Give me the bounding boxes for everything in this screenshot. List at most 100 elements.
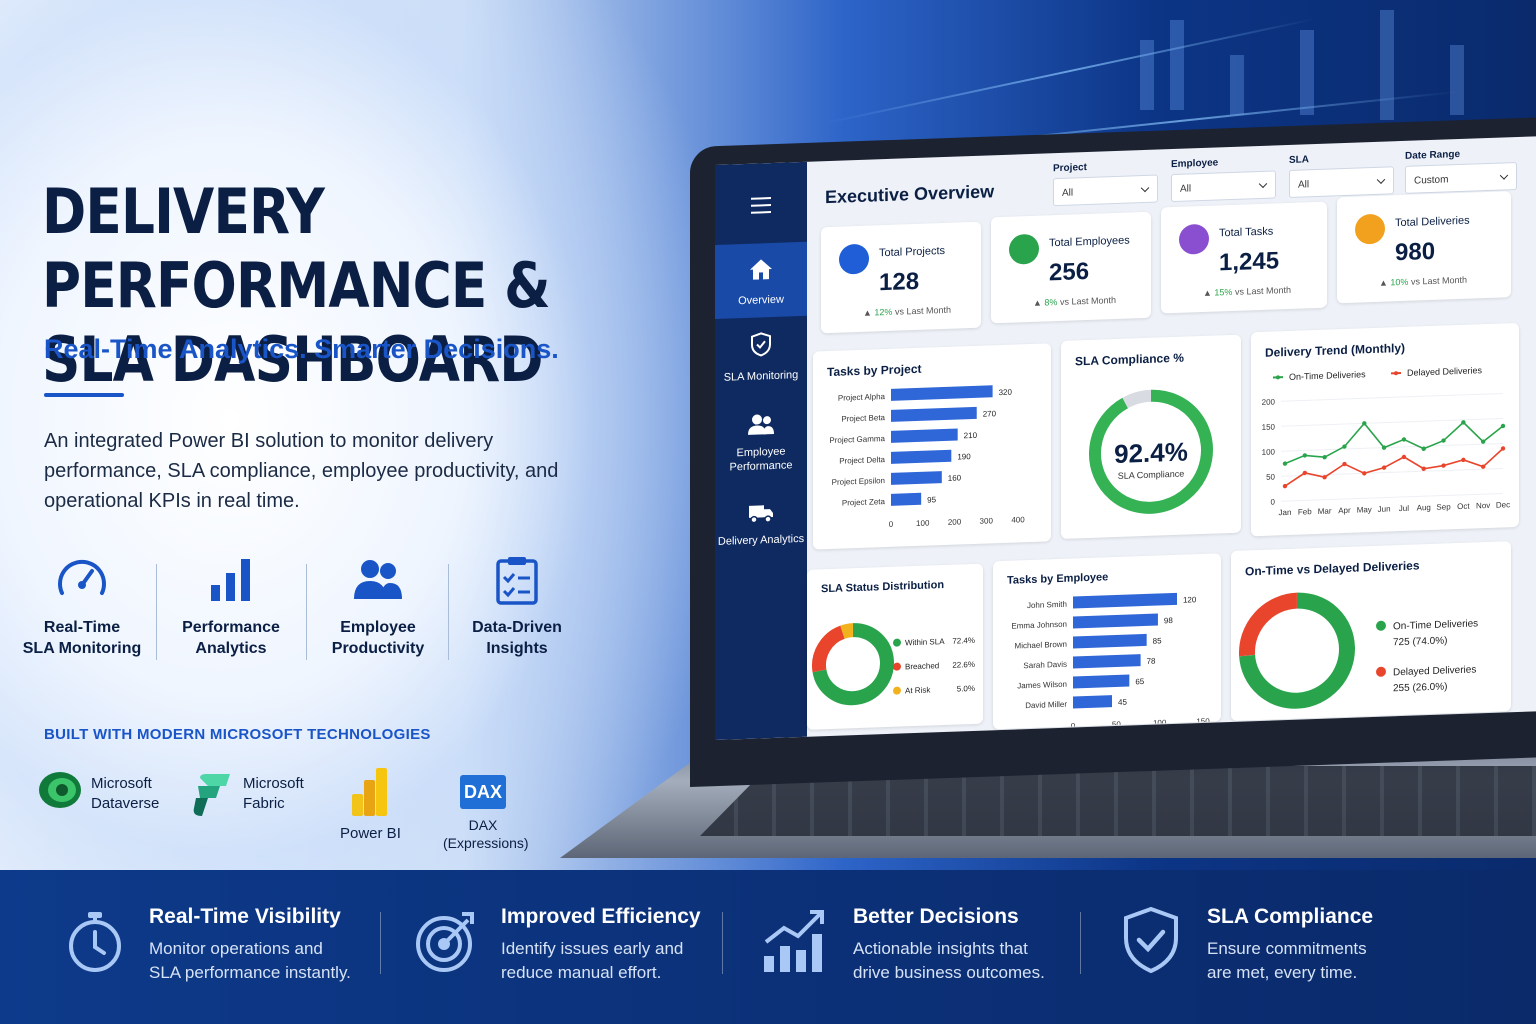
filter-select[interactable]: Custom (1405, 161, 1517, 194)
series-point (1441, 463, 1446, 468)
kpi-delta-text: vs Last Month (1059, 294, 1116, 307)
series-point (1441, 438, 1446, 443)
kpi-delta-text: vs Last Month (894, 304, 951, 317)
tagline: Real-Time Analytics. Smarter Decisions. (44, 334, 559, 364)
legend-label: On-Time Deliveries (1289, 369, 1366, 382)
x-tick-label: Mar (1318, 506, 1332, 515)
decor-bar (1300, 30, 1314, 115)
ontime-delayed-donut: On-Time Deliveries 725 (74.0%) Delayed Del… (1239, 592, 1478, 709)
benefit-desc: drive business outcomes. (853, 963, 1045, 982)
kpi-delta-pct: 12% (874, 306, 893, 318)
x-tick-label: Oct (1457, 502, 1470, 511)
kpi-icon (1355, 213, 1385, 245)
bar-value-label: 320 (999, 388, 1013, 397)
nav-overview[interactable]: Overview (715, 241, 807, 319)
decor-bar (1380, 10, 1394, 120)
series-point (1500, 423, 1506, 429)
feature-sla-monitoring: Real-Time SLA Monitoring (12, 555, 152, 659)
kpi-delta: ▲ 12% vs Last Month (863, 304, 951, 318)
dashboard-main: Executive Overview Project All Employee … (807, 136, 1536, 737)
nav-employee-performance[interactable]: Employee Performance (715, 412, 807, 481)
y-tick-label: 200 (1262, 397, 1276, 406)
bar-category-label: Project Beta (841, 413, 885, 424)
bar-value-label: 45 (1118, 698, 1127, 707)
legend-label: Delayed Deliveries (1393, 664, 1476, 678)
legend-detail: 255 (26.0%) (1393, 681, 1447, 694)
filter-date-range[interactable]: Date Range Custom (1405, 147, 1517, 194)
gridline (1281, 417, 1503, 427)
series-point (1381, 445, 1387, 450)
kpi-delta-pct: 15% (1214, 286, 1233, 298)
fabric-logo (190, 772, 234, 823)
dashboard-title: Executive Overview (825, 181, 995, 208)
hamburger-menu-icon[interactable] (751, 197, 771, 219)
separator (306, 564, 307, 660)
series-point (1421, 446, 1426, 451)
bar (1073, 674, 1130, 689)
title-line-2: SLA DASHBOARD (42, 323, 544, 396)
series-point (1282, 483, 1288, 489)
separator (156, 564, 157, 660)
kpi-value: 980 (1395, 237, 1436, 267)
x-tick-label: Sep (1436, 502, 1451, 512)
bar-value-label: 95 (927, 495, 936, 504)
filter-employee[interactable]: Employee All (1171, 155, 1276, 203)
bar (1073, 592, 1177, 609)
benefit-desc: Monitor operations and (149, 939, 323, 958)
x-tick-label: May (1357, 505, 1372, 515)
nav-delivery-analytics[interactable]: Delivery Analytics (715, 500, 807, 569)
series-point (1461, 457, 1466, 463)
series-point (1480, 439, 1486, 444)
filter-select[interactable]: All (1171, 170, 1276, 203)
kpi-delta-text: vs Last Month (1410, 274, 1467, 287)
feature-label-3b: Productivity (331, 640, 425, 657)
bar (891, 449, 952, 464)
dax-badge: DAX (460, 775, 506, 809)
series-point (1322, 455, 1327, 460)
benefit-desc: Ensure commitments (1207, 939, 1367, 958)
kpi-total-tasks: Total Tasks 1,245 ▲ 15% vs Last Month (1161, 201, 1327, 314)
y-tick-label: 0 (1271, 497, 1276, 506)
dashboard-sidebar: Overview SLA Monitoring Employee Perform… (715, 161, 807, 740)
kpi-delta: ▲ 15% vs Last Month (1203, 284, 1291, 298)
y-tick-label: 150 (1262, 422, 1276, 431)
x-tick-label: Dec (1496, 500, 1510, 509)
speedometer-icon (58, 559, 106, 595)
tasks-by-project-chart: Project Alpha 320 Project Beta 270 Project G… (829, 385, 1025, 529)
y-tick-label: 100 (1262, 447, 1276, 456)
series-point (1282, 461, 1288, 466)
tech-label: Microsoft (91, 775, 152, 792)
legend-value: 5.0% (957, 684, 975, 694)
x-tick-label: Jul (1399, 504, 1409, 513)
clipboard-icon (496, 557, 538, 605)
benefit-real-time-visibility: Real-Time Visibility Monitor operations … (149, 905, 351, 985)
benefit-improved-efficiency: Improved Efficiency Identify issues earl… (501, 905, 701, 985)
series-point (1401, 454, 1407, 460)
feature-label-2: Performance (182, 619, 280, 636)
donut-slice (1089, 389, 1213, 514)
dataverse-icon (39, 772, 81, 808)
donut-slice (1122, 389, 1152, 409)
legend-value: 72.4% (952, 636, 975, 646)
people-icon (354, 560, 402, 599)
gridline (1281, 442, 1503, 452)
nav-label: Employee Performance (729, 445, 793, 474)
decor-bar (1230, 55, 1244, 115)
x-tick-label: Apr (1338, 506, 1351, 515)
nav-sla-monitoring[interactable]: SLA Monitoring (715, 330, 807, 393)
filter-select[interactable]: All (1053, 174, 1158, 207)
filter-project[interactable]: Project All (1053, 160, 1158, 207)
series-point (1401, 437, 1407, 442)
legend-label: Delayed Deliveries (1407, 365, 1483, 378)
bar (891, 428, 958, 443)
benefit-title: Real-Time Visibility (149, 905, 341, 928)
donut-slice (812, 625, 846, 673)
page-title: DELIVERY PERFORMANCE & SLA DASHBOARD (42, 175, 610, 397)
sla-compliance-card: SLA Compliance % 92.4% SLA Compliance (1061, 334, 1241, 539)
filter-select[interactable]: All (1289, 166, 1394, 198)
filter-sla[interactable]: SLA All (1289, 151, 1394, 198)
series-line (1284, 447, 1504, 487)
benefit-better-decisions: Better Decisions Actionable insights tha… (853, 905, 1045, 985)
benefits-band (0, 870, 1536, 1024)
separator (1080, 912, 1081, 974)
